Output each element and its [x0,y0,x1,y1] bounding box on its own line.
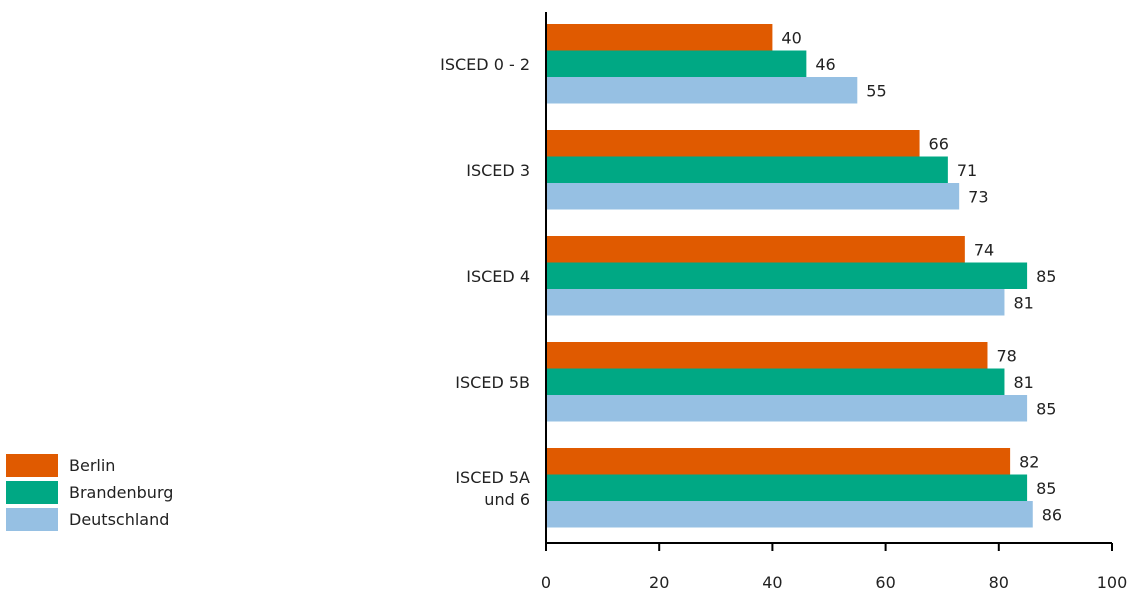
bar-isced-5a-und-6-brandenburg [546,474,1028,501]
bar-isced-5b-deutschland [546,395,1028,422]
x-tick-label-40: 40 [762,573,782,592]
bar-isced-5a-und-6-deutschland [546,501,1033,528]
category-label-isced-5a-und-6-line-2: und 6 [484,490,530,509]
x-tick-label-60: 60 [875,573,895,592]
data-label-isced-0-2-brandenburg: 46 [815,55,835,74]
data-label-isced-3-berlin: 66 [929,134,949,153]
bar-isced-4-brandenburg [546,262,1028,289]
x-tick-label-80: 80 [989,573,1009,592]
bar-isced-3-berlin [546,130,920,157]
x-tick-label-100: 100 [1097,573,1128,592]
bar-isced-4-deutschland [546,289,1005,316]
category-label-isced-5b: ISCED 5B [455,373,530,392]
legend: Berlin Brandenburg Deutschland [6,452,173,533]
bar-isced-3-brandenburg [546,156,948,183]
bar-isced-4-berlin [546,236,965,263]
legend-label-deutschland: Deutschland [69,510,170,529]
category-label-isced-5a-und-6-line-1: ISCED 5A [455,468,530,487]
legend-item-deutschland: Deutschland [6,506,173,533]
data-label-isced-0-2-deutschland: 55 [866,81,886,100]
bar-isced-5b-brandenburg [546,368,1005,395]
bar-isced-5a-und-6-berlin [546,448,1011,475]
legend-swatch-berlin [6,454,58,477]
bar-isced-0-2-brandenburg [546,50,807,77]
data-label-isced-3-deutschland: 73 [968,187,988,206]
legend-item-berlin: Berlin [6,452,173,479]
category-label-isced-4: ISCED 4 [466,267,530,286]
legend-swatch-brandenburg [6,481,58,504]
category-label-isced-3: ISCED 3 [466,161,530,180]
data-label-isced-5a-und-6-berlin: 82 [1019,452,1039,471]
data-label-isced-5b-deutschland: 85 [1036,399,1056,418]
category-label-isced-0-2: ISCED 0 - 2 [440,55,530,74]
legend-label-berlin: Berlin [69,456,116,475]
bar-isced-5b-berlin [546,342,988,369]
bar-isced-3-deutschland [546,183,960,210]
data-label-isced-4-deutschland: 81 [1013,293,1033,312]
data-label-isced-4-berlin: 74 [974,240,994,259]
x-tick-label-20: 20 [649,573,669,592]
legend-swatch-deutschland [6,508,58,531]
data-label-isced-4-brandenburg: 85 [1036,267,1056,286]
data-label-isced-5b-brandenburg: 81 [1013,373,1033,392]
x-tick-label-0: 0 [541,573,551,592]
bar-isced-0-2-berlin [546,24,773,51]
data-label-isced-5b-berlin: 78 [996,346,1016,365]
data-label-isced-0-2-berlin: 40 [781,28,801,47]
data-label-isced-5a-und-6-brandenburg: 85 [1036,479,1056,498]
bar-isced-0-2-deutschland [546,77,858,104]
legend-label-brandenburg: Brandenburg [69,483,174,502]
data-label-isced-3-brandenburg: 71 [957,161,977,180]
data-label-isced-5a-und-6-deutschland: 86 [1042,505,1062,524]
legend-item-brandenburg: Brandenburg [6,479,173,506]
